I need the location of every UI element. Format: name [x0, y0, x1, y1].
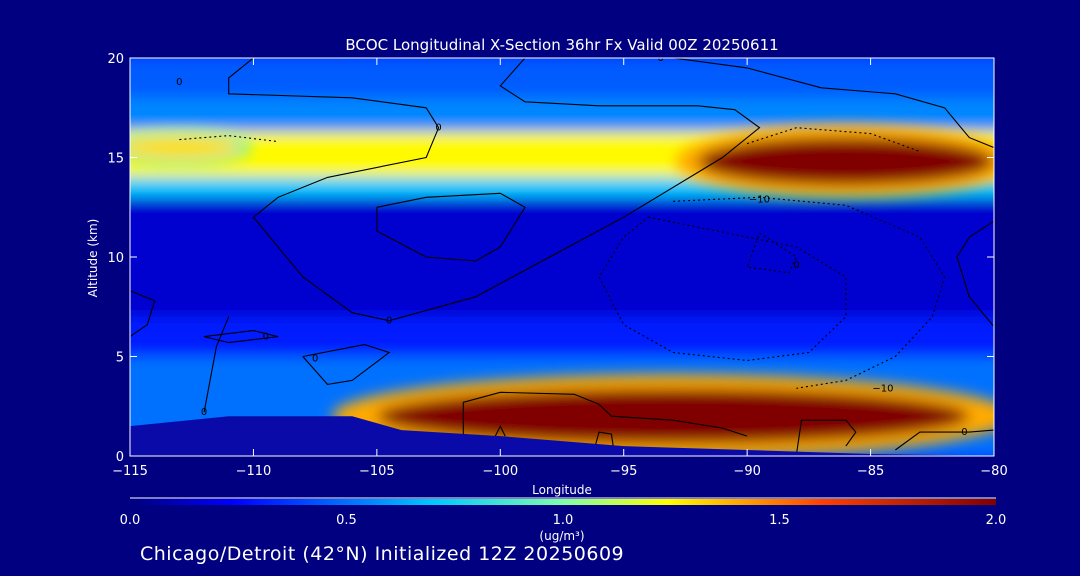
contour-line — [228, 58, 761, 322]
colorbar — [130, 499, 996, 505]
contour-line — [673, 196, 946, 389]
contour-label: 0 — [793, 260, 799, 271]
contour-line — [302, 344, 391, 385]
contour-labels: −10 −10 0 0 0 0 0 0 0 0 0 — [176, 53, 967, 438]
concentration-plumes — [130, 125, 994, 456]
x-tick-label: −105 — [359, 464, 395, 479]
contour-label: 0 — [386, 316, 392, 327]
contour-line — [203, 316, 230, 413]
x-tick-label: −110 — [236, 464, 272, 479]
contour-label: 0 — [176, 77, 182, 88]
colorbar-units: (ug/m³) — [539, 529, 584, 543]
contour-label: −10 — [872, 383, 893, 394]
x-axis-label: Longitude — [532, 483, 592, 497]
y-tick-label: 5 — [116, 351, 124, 366]
contour-line — [894, 429, 994, 451]
x-tick-label: −85 — [857, 464, 884, 479]
x-tick-label: −115 — [112, 464, 148, 479]
colorbar-tick-label: 1.5 — [769, 513, 790, 528]
chart-subtitle: Chicago/Detroit (42°N) Initialized 12Z 2… — [140, 543, 625, 565]
x-tick-label: −80 — [980, 464, 1007, 479]
contour-label: 0 — [312, 353, 318, 364]
contour-line — [598, 216, 847, 362]
terrain — [130, 416, 994, 456]
contour-line — [746, 232, 798, 274]
contour-line — [494, 424, 506, 437]
plume-core — [697, 137, 994, 186]
concentration-band — [130, 316, 994, 357]
chart-title: BCOC Longitudinal X-Section 36hr Fx Vali… — [345, 36, 778, 54]
contour-label: 0 — [658, 53, 664, 64]
y-tick-label: 10 — [107, 251, 124, 266]
contour-label: 0 — [201, 407, 207, 418]
colorbar-tick-label: 1.0 — [553, 513, 574, 528]
contour-line — [795, 419, 857, 455]
contour-line — [593, 431, 615, 451]
contour-line — [376, 192, 526, 262]
contour-label: −10 — [749, 194, 770, 205]
y-tick-label: 0 — [116, 450, 124, 465]
colorbar-tick-label: 0.5 — [336, 513, 357, 528]
plume-core — [130, 135, 242, 160]
x-axis: −115 −110 −105 −100 −95 −90 −85 −80 — [112, 58, 1008, 479]
y-tick-label: 20 — [107, 52, 124, 67]
contour-line — [956, 220, 994, 327]
y-tick-label: 15 — [107, 152, 124, 167]
contour-label: 0 — [263, 332, 269, 343]
y-axis: 0 5 10 15 20 — [107, 52, 994, 465]
contour-line — [746, 127, 921, 153]
colorbar-tick-label: 2.0 — [986, 513, 1007, 528]
contour-line — [203, 330, 279, 344]
contour-line — [673, 58, 994, 149]
plume-core — [376, 388, 970, 445]
contour-label: 0 — [961, 427, 967, 438]
y-axis-label: Altitude (km) — [86, 219, 100, 298]
colorbar-ticks: 0.0 0.5 1.0 1.5 2.0 — [120, 497, 1007, 528]
terrain-fill — [130, 416, 994, 456]
x-tick-label: −95 — [610, 464, 637, 479]
contour-line — [130, 290, 156, 338]
x-tick-label: −90 — [733, 464, 760, 479]
contour-label: 0 — [435, 123, 441, 134]
contour-lines — [130, 58, 994, 455]
contour-line — [462, 391, 748, 437]
contour-line — [179, 135, 279, 143]
concentration-band — [130, 58, 994, 98]
plot-area: −10 −10 0 0 0 0 0 0 0 0 0 — [130, 53, 994, 456]
concentration-band — [130, 197, 994, 317]
colorbar-tick-label: 0.0 — [120, 513, 141, 528]
x-tick-label: −100 — [482, 464, 518, 479]
